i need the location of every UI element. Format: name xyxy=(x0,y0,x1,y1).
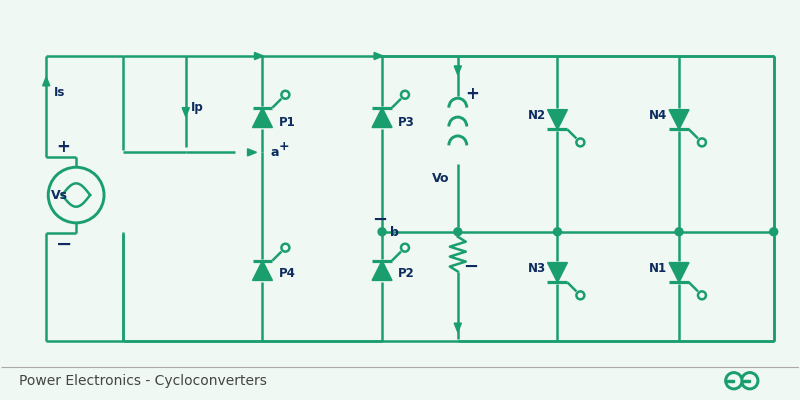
Text: Vs: Vs xyxy=(51,188,68,202)
Polygon shape xyxy=(247,149,257,156)
Text: b: b xyxy=(390,226,399,239)
Circle shape xyxy=(744,375,756,387)
Text: P4: P4 xyxy=(278,268,295,280)
Text: P3: P3 xyxy=(398,116,414,128)
Polygon shape xyxy=(454,323,462,332)
Polygon shape xyxy=(547,110,567,130)
Polygon shape xyxy=(254,52,263,60)
Circle shape xyxy=(675,228,683,236)
Polygon shape xyxy=(253,108,273,128)
Text: +: + xyxy=(278,140,289,153)
Polygon shape xyxy=(42,77,50,86)
Text: Is: Is xyxy=(54,86,66,99)
Polygon shape xyxy=(182,108,190,116)
Polygon shape xyxy=(253,260,273,280)
Polygon shape xyxy=(454,66,462,75)
Text: −: − xyxy=(56,235,73,254)
Polygon shape xyxy=(372,260,392,280)
Text: Ip: Ip xyxy=(190,101,203,114)
Text: +: + xyxy=(465,85,478,103)
Text: +: + xyxy=(56,138,70,156)
Text: N4: N4 xyxy=(649,108,667,122)
Text: N1: N1 xyxy=(649,262,667,274)
Circle shape xyxy=(725,372,743,390)
Text: a: a xyxy=(270,146,279,159)
Circle shape xyxy=(728,375,740,387)
Text: −: − xyxy=(372,211,387,229)
Circle shape xyxy=(378,228,386,236)
Circle shape xyxy=(741,372,758,390)
Polygon shape xyxy=(669,262,689,282)
Bar xyxy=(741,380,750,382)
Circle shape xyxy=(454,228,462,236)
Bar xyxy=(725,380,734,382)
Text: N3: N3 xyxy=(527,262,546,274)
Text: Vo: Vo xyxy=(432,172,450,185)
Polygon shape xyxy=(669,110,689,130)
Polygon shape xyxy=(374,52,383,60)
Text: −: − xyxy=(462,258,478,276)
Text: P1: P1 xyxy=(278,116,295,128)
Polygon shape xyxy=(547,262,567,282)
Text: P2: P2 xyxy=(398,268,414,280)
Polygon shape xyxy=(372,108,392,128)
Circle shape xyxy=(770,228,778,236)
Text: Power Electronics - Cycloconverters: Power Electronics - Cycloconverters xyxy=(19,374,267,388)
Circle shape xyxy=(554,228,562,236)
Text: N2: N2 xyxy=(527,108,546,122)
